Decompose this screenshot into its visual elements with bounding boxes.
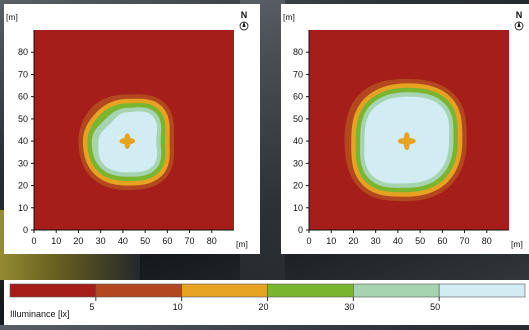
y-tick-label: 80 <box>293 47 303 57</box>
legend-threshold-label: 5 <box>89 302 94 312</box>
y-tick-label: 60 <box>293 92 303 102</box>
x-tick-label: 0 <box>31 236 36 246</box>
x-tick-label: 40 <box>118 236 128 246</box>
x-tick-label: 20 <box>348 236 358 246</box>
legend-band <box>353 283 440 298</box>
contour-level-60 <box>397 132 416 150</box>
x-tick-label: 50 <box>415 236 425 246</box>
y-unit-label: [m] <box>283 12 295 22</box>
x-tick-label: 60 <box>162 236 172 246</box>
north-label: N <box>241 10 248 20</box>
x-unit-label: [m] <box>511 239 523 249</box>
illuminance-chart-right: 0 10 20 30 40 50 60 70 80 0 10 20 30 40 50 60 70 80 [m] [m]… <box>283 10 524 249</box>
x-tick-label: 80 <box>207 236 217 246</box>
y-tick-label: 70 <box>293 69 303 79</box>
y-unit-label: [m] <box>6 12 18 22</box>
x-tick-label: 30 <box>371 236 381 246</box>
legend-threshold-label: 30 <box>344 302 354 312</box>
legend-band <box>9 283 97 298</box>
north-label: N <box>516 10 523 20</box>
y-tick-label: 70 <box>18 69 28 79</box>
y-tick-label: 60 <box>18 92 28 102</box>
legend-threshold-label: 20 <box>258 302 268 312</box>
illuminance-legend: 5 10 20 30 50 Illuminance [lx] <box>4 280 529 325</box>
chart-panel-left: 0 10 20 30 40 50 60 70 80 0 10 20 30 40 50 60 70 80 [m] [m]… <box>4 4 260 254</box>
y-tick-label: 10 <box>18 203 28 213</box>
x-unit-label: [m] <box>236 239 248 249</box>
y-tick-label: 20 <box>293 181 303 191</box>
x-tick-label: 10 <box>51 236 61 246</box>
y-tick-label: 50 <box>18 114 28 124</box>
legend-title: Illuminance [lx] <box>10 309 70 319</box>
contour-level-60 <box>119 133 136 149</box>
y-tick-label: 80 <box>18 47 28 57</box>
legend-band <box>267 283 354 298</box>
y-tick-label: 30 <box>18 158 28 168</box>
x-tick-label: 60 <box>437 236 447 246</box>
y-tick-label: 40 <box>18 136 28 146</box>
x-tick-label: 0 <box>306 236 311 246</box>
north-pointer <box>517 21 521 27</box>
illuminance-chart-left: 0 10 20 30 40 50 60 70 80 0 10 20 30 40 50 60 70 80 [m] [m]… <box>6 10 249 249</box>
x-tick-label: 70 <box>185 236 195 246</box>
y-tick-label: 50 <box>293 114 303 124</box>
y-tick-label: 10 <box>293 203 303 213</box>
legend-threshold-label: 50 <box>430 302 440 312</box>
y-tick-label: 0 <box>298 225 303 235</box>
north-pointer <box>242 21 246 27</box>
contour-group <box>78 94 175 190</box>
contour-group <box>344 78 467 202</box>
chart-panel-right: 0 10 20 30 40 50 60 70 80 0 10 20 30 40 50 60 70 80 [m] [m]… <box>281 4 529 254</box>
legend-band <box>181 283 268 298</box>
y-tick-label: 0 <box>23 225 28 235</box>
x-tick-label: 50 <box>140 236 150 246</box>
x-tick-label: 10 <box>326 236 336 246</box>
x-tick-label: 30 <box>96 236 106 246</box>
y-tick-label: 20 <box>18 181 28 191</box>
x-tick-label: 70 <box>460 236 470 246</box>
legend-colorbar: 5 10 20 30 50 <box>9 283 526 312</box>
legend-band <box>95 283 182 298</box>
y-tick-label: 30 <box>293 158 303 168</box>
y-tick-label: 40 <box>293 136 303 146</box>
legend-band <box>438 283 526 298</box>
x-tick-label: 40 <box>393 236 403 246</box>
x-tick-label: 80 <box>482 236 492 246</box>
legend-threshold-label: 10 <box>173 302 183 312</box>
x-tick-label: 20 <box>73 236 83 246</box>
